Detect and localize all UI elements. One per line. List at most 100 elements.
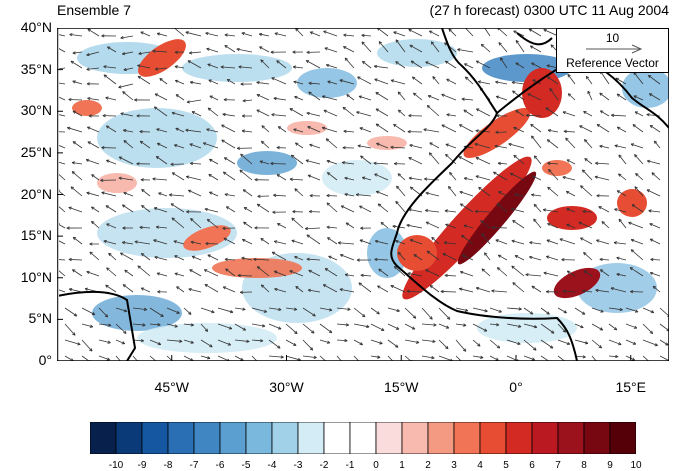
- wind-vector: [440, 291, 457, 293]
- wind-vector: [455, 307, 469, 312]
- wind-vector: [72, 51, 83, 54]
- wind-vector: [566, 159, 576, 165]
- wind-vector: [185, 129, 202, 133]
- wind-vector-head: [513, 154, 517, 157]
- wind-vector: [171, 217, 185, 229]
- wind-vector: [508, 143, 525, 149]
- wind-vector: [141, 205, 151, 213]
- wind-vector: [64, 355, 74, 361]
- wind-vector: [294, 96, 304, 101]
- wind-vector: [274, 240, 287, 245]
- wind-vector-head: [494, 144, 498, 147]
- wind-vector-head: [339, 288, 343, 290]
- africa-coast: [390, 28, 578, 361]
- wind-vector-head: [565, 137, 569, 140]
- wind-vector-head: [356, 258, 360, 261]
- shade-red: [553, 267, 601, 299]
- wind-vector: [68, 259, 83, 261]
- wind-vector-head: [392, 224, 396, 227]
- wind-vector: [153, 239, 168, 245]
- wind-vector-head: [206, 358, 211, 360]
- wind-vector-head: [366, 326, 370, 329]
- wind-vector-head: [464, 177, 468, 179]
- wind-vector-head: [260, 59, 264, 62]
- wind-vector: [98, 355, 110, 361]
- shade-red: [522, 68, 562, 118]
- wind-vector-head: [512, 282, 516, 284]
- wind-vector: [209, 191, 219, 197]
- wind-vector: [156, 128, 168, 133]
- wind-vector-head: [461, 97, 465, 100]
- wind-vector: [608, 323, 618, 331]
- wind-vector: [608, 307, 623, 311]
- wind-vector-head: [141, 189, 145, 191]
- wind-vector-head: [174, 326, 178, 328]
- wind-vector: [421, 323, 437, 326]
- colorbar-swatch: [479, 421, 507, 455]
- wind-vector-head: [327, 80, 331, 82]
- colorbar-swatch: [427, 421, 455, 455]
- wind-vector: [89, 251, 100, 261]
- wind-vector-head: [237, 273, 241, 276]
- wind-vector-head: [270, 161, 274, 164]
- wind-vector: [579, 125, 593, 133]
- wind-vector: [649, 93, 661, 101]
- wind-vector: [397, 91, 406, 101]
- shade-red: [397, 235, 437, 271]
- wind-vector: [546, 255, 559, 261]
- wind-vector: [425, 192, 440, 197]
- wind-vector: [421, 307, 433, 320]
- wind-vector: [421, 339, 436, 343]
- wind-vector: [377, 285, 389, 293]
- wind-vector-head: [139, 129, 143, 132]
- colorbar-swatch: [531, 421, 559, 455]
- wind-vector: [429, 285, 440, 293]
- colorbar-swatch: [401, 421, 429, 455]
- wind-vector-head: [293, 309, 298, 311]
- wind-vector: [404, 307, 417, 319]
- wind-vector: [353, 355, 360, 361]
- wind-vector-head: [176, 286, 180, 288]
- wind-vector: [336, 307, 351, 310]
- wind-vector-head: [397, 173, 402, 175]
- wind-vector: [221, 139, 236, 149]
- colorbar-swatch: [219, 421, 247, 455]
- wind-vector: [478, 81, 491, 85]
- colorbar-swatch: [245, 421, 273, 455]
- wind-vector-head: [89, 242, 93, 245]
- wind-vector-head: [531, 193, 535, 196]
- wind-vector-head: [533, 349, 537, 351]
- wind-vector-head: [599, 144, 603, 147]
- wind-vector: [548, 169, 559, 181]
- wind-vector: [208, 174, 219, 181]
- shade-red: [97, 173, 137, 193]
- wind-vector: [86, 271, 100, 277]
- wind-vector: [481, 233, 491, 245]
- reference-vector-box: 10 Reference Vector: [556, 28, 669, 73]
- wind-vector-head: [101, 191, 105, 193]
- wind-vector: [120, 252, 134, 261]
- wind-vector-head: [306, 111, 310, 114]
- wind-vector: [438, 355, 453, 361]
- colorbar-swatch: [505, 421, 533, 455]
- wind-vector: [506, 323, 522, 328]
- wind-vector: [157, 142, 168, 149]
- wind-vector: [425, 221, 440, 229]
- wind-vector: [251, 355, 258, 361]
- wind-vector: [616, 273, 627, 277]
- wind-vector: [613, 242, 627, 245]
- colorbar-swatch: [115, 421, 143, 455]
- wind-vector: [611, 114, 627, 117]
- wind-vector: [107, 46, 117, 53]
- wind-vector: [630, 239, 644, 245]
- wind-vector: [387, 339, 399, 348]
- wind-vector: [81, 339, 93, 352]
- wind-vector: [412, 76, 423, 85]
- wind-vector: [484, 252, 491, 261]
- wind-vector: [285, 355, 301, 361]
- wind-vector-head: [72, 333, 76, 336]
- wind-vector: [531, 285, 542, 293]
- wind-vector: [306, 258, 321, 261]
- wind-vector-head: [152, 49, 156, 52]
- wind-vector: [171, 112, 185, 117]
